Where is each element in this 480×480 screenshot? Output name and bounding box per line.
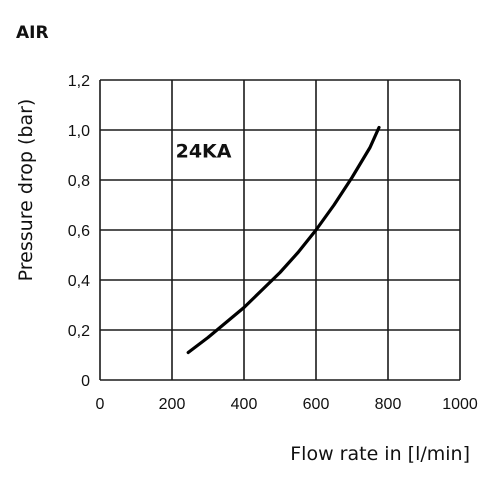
x-tick-label: 200 bbox=[159, 396, 186, 413]
y-tick-label: 1,0 bbox=[68, 123, 90, 140]
x-tick-label: 600 bbox=[303, 396, 330, 413]
chart-heading: AIR bbox=[16, 23, 49, 43]
series-layer: 24KA bbox=[176, 125, 381, 355]
y-axis-label: Pressure drop (bar) bbox=[15, 99, 37, 282]
y-tick-label: 0,2 bbox=[68, 323, 90, 340]
y-tick-label: 0,8 bbox=[68, 173, 90, 190]
y-tick-label: 0 bbox=[81, 373, 90, 390]
y-tick-label: 1,2 bbox=[68, 73, 90, 90]
x-tick-label: 400 bbox=[231, 396, 258, 413]
x-tick-label: 800 bbox=[375, 396, 402, 413]
x-tick-labels: 0 200 400 600 800 1000 bbox=[96, 396, 478, 413]
x-axis-label: Flow rate in [l/min] bbox=[290, 443, 470, 465]
y-tick-label: 0,6 bbox=[68, 223, 90, 240]
series-line bbox=[186, 125, 381, 355]
grid-lines bbox=[99, 79, 461, 381]
x-tick-label: 0 bbox=[96, 396, 105, 413]
y-tick-labels: 0 0,2 0,4 0,6 0,8 1,0 1,2 bbox=[68, 73, 90, 390]
x-tick-label: 1000 bbox=[442, 396, 478, 413]
y-tick-label: 0,4 bbox=[68, 273, 90, 290]
series-label: 24KA bbox=[176, 141, 232, 163]
